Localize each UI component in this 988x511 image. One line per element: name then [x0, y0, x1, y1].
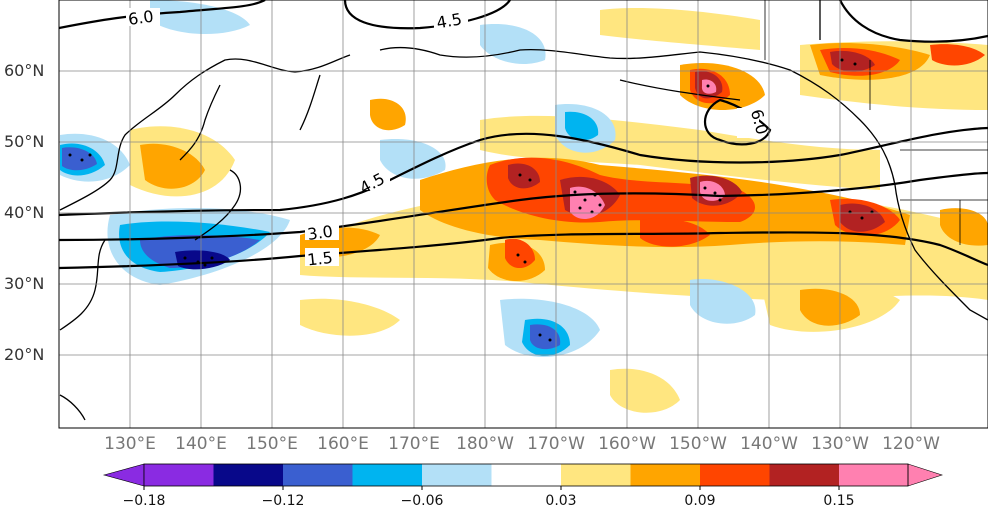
colorbar-segment [422, 464, 492, 486]
colorbar-tick-label: −0.18 [122, 493, 166, 509]
colorbar-segment [769, 464, 839, 486]
colorbar-extend-high [907, 463, 943, 487]
colorbar-segment [561, 464, 631, 486]
colorbar-segment [630, 464, 700, 486]
colorbar-tick-label: 0.03 [545, 493, 577, 509]
lon-label: 120°W [882, 434, 940, 454]
colorbar-extend-low [102, 463, 145, 487]
colorbar-segment [213, 464, 283, 486]
colorbar-segment [352, 464, 422, 486]
lon-label: 170°W [527, 434, 585, 454]
lon-label: 140°E [175, 434, 227, 454]
colorbar-segment [283, 464, 353, 486]
lat-label: 40°N [4, 203, 45, 222]
colorbar-tick-label: −0.06 [400, 493, 444, 509]
colorbar-segment [839, 464, 908, 486]
lon-label: 140°W [740, 434, 798, 454]
lat-label: 50°N [4, 132, 45, 151]
anomaly-shading: 6.0 4.5 4.5 3.0 1.5 6.0 [59, 0, 988, 428]
colorbar-tick-label: −0.12 [261, 493, 305, 509]
graticule [59, 0, 988, 428]
colorbar [102, 463, 943, 490]
colorbar-tick-label: 0.09 [684, 493, 716, 509]
borders [764, 0, 988, 245]
lon-label: 130°E [104, 434, 156, 454]
lon-label: 160°E [317, 434, 369, 454]
colorbar-segment [491, 464, 561, 486]
lon-label: 180°W [456, 434, 514, 454]
lat-label: 30°N [4, 274, 45, 293]
colorbar-segment [144, 464, 214, 486]
contour-label: 4.5 [435, 9, 463, 32]
lon-label: 130°W [811, 434, 869, 454]
colorbar-tick-label: 0.15 [823, 493, 855, 509]
lon-label: 150°W [669, 434, 727, 454]
colorbar-segment [700, 464, 770, 486]
contour-label: 3.0 [306, 222, 334, 244]
significance-stipple [68, 58, 874, 342]
lat-label: 60°N [4, 61, 45, 80]
map-frame [58, 0, 988, 429]
contour-label: 1.5 [306, 248, 333, 270]
lon-label: 160°W [598, 434, 656, 454]
coastlines [59, 0, 988, 421]
lat-label: 20°N [4, 345, 45, 364]
lon-label: 150°E [246, 434, 298, 454]
lon-label: 170°E [388, 434, 440, 454]
contour-label: 6.0 [127, 7, 155, 29]
